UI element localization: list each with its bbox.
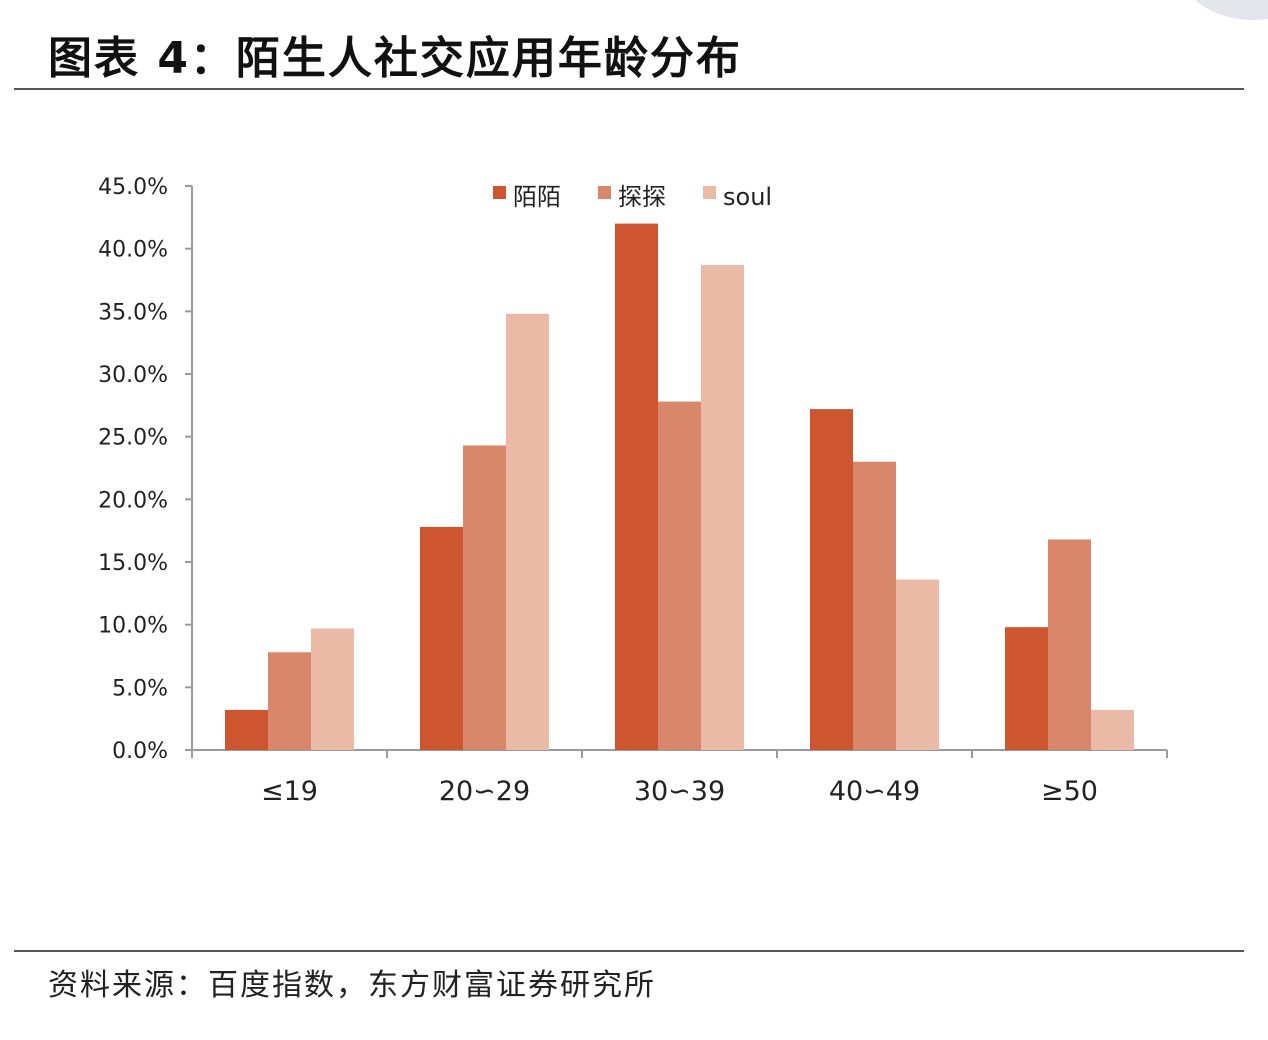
y-tick-label: 25.0% xyxy=(98,426,168,451)
bar xyxy=(810,409,853,750)
bar xyxy=(658,401,701,750)
legend-swatch xyxy=(493,186,506,199)
y-tick-label: 20.0% xyxy=(98,488,168,513)
x-category-label: 40∽49 xyxy=(829,776,920,807)
bar xyxy=(1091,709,1134,750)
bar xyxy=(225,709,268,750)
y-tick-label: 40.0% xyxy=(98,238,168,263)
legend: 陌陌 探探 soul xyxy=(493,183,772,211)
bar xyxy=(506,313,549,750)
bar xyxy=(268,652,311,750)
y-tick-label: 45.0% xyxy=(98,175,168,200)
bar xyxy=(311,628,354,750)
bar xyxy=(615,223,658,751)
y-tick-label: 5.0% xyxy=(112,676,168,701)
bar xyxy=(1005,627,1048,750)
y-tick-label: 30.0% xyxy=(98,363,168,388)
bar-chart: 0.0% 5.0% 10.0% 15.0% 20.0% 25.0% 30.0% 35.0% 40… xyxy=(98,175,1168,807)
source-note: 资料来源：百度指数，东方财富证券研究所 xyxy=(48,968,656,1003)
y-tick-label: 0.0% xyxy=(112,739,168,764)
source-divider xyxy=(14,950,1244,952)
figure-title: 图表 4：陌生人社交应用年龄分布 xyxy=(48,33,742,84)
x-category-label: 20∽29 xyxy=(439,776,530,807)
bar xyxy=(701,264,744,750)
bar xyxy=(463,445,506,750)
legend-label: 探探 xyxy=(618,183,666,211)
legend-label: 陌陌 xyxy=(513,183,561,211)
legend-label: soul xyxy=(723,183,772,211)
bar-layer xyxy=(225,223,1134,751)
bar xyxy=(1048,539,1091,750)
title-divider xyxy=(14,88,1244,90)
legend-swatch xyxy=(598,186,611,199)
y-tick-label: 35.0% xyxy=(98,300,168,325)
legend-swatch xyxy=(703,186,716,199)
x-category-label: ≥50 xyxy=(1041,776,1098,807)
x-category-label: ≤19 xyxy=(261,776,318,807)
bar xyxy=(420,526,463,750)
bar xyxy=(853,461,896,750)
y-tick-label: 10.0% xyxy=(98,614,168,639)
x-category-label: 30∽39 xyxy=(634,776,725,807)
y-tick-label: 15.0% xyxy=(98,551,168,576)
bar xyxy=(896,579,939,750)
axis-layer: 0.0% 5.0% 10.0% 15.0% 20.0% 25.0% 30.0% 35.0% 40… xyxy=(98,175,1168,807)
